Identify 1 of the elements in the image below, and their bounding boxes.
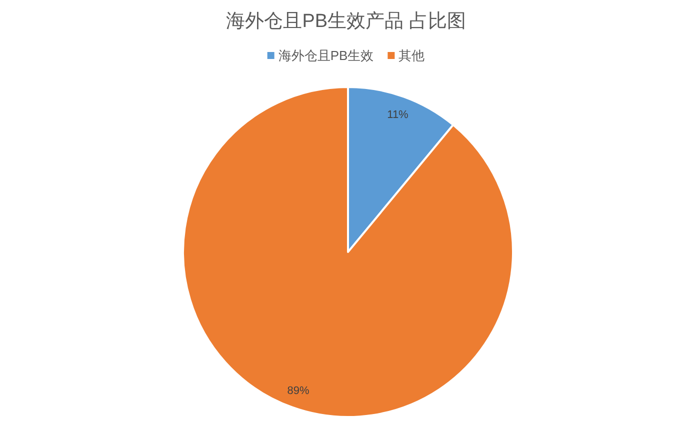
title: 海外仓且PB生效产品 占比图 (226, 11, 466, 32)
